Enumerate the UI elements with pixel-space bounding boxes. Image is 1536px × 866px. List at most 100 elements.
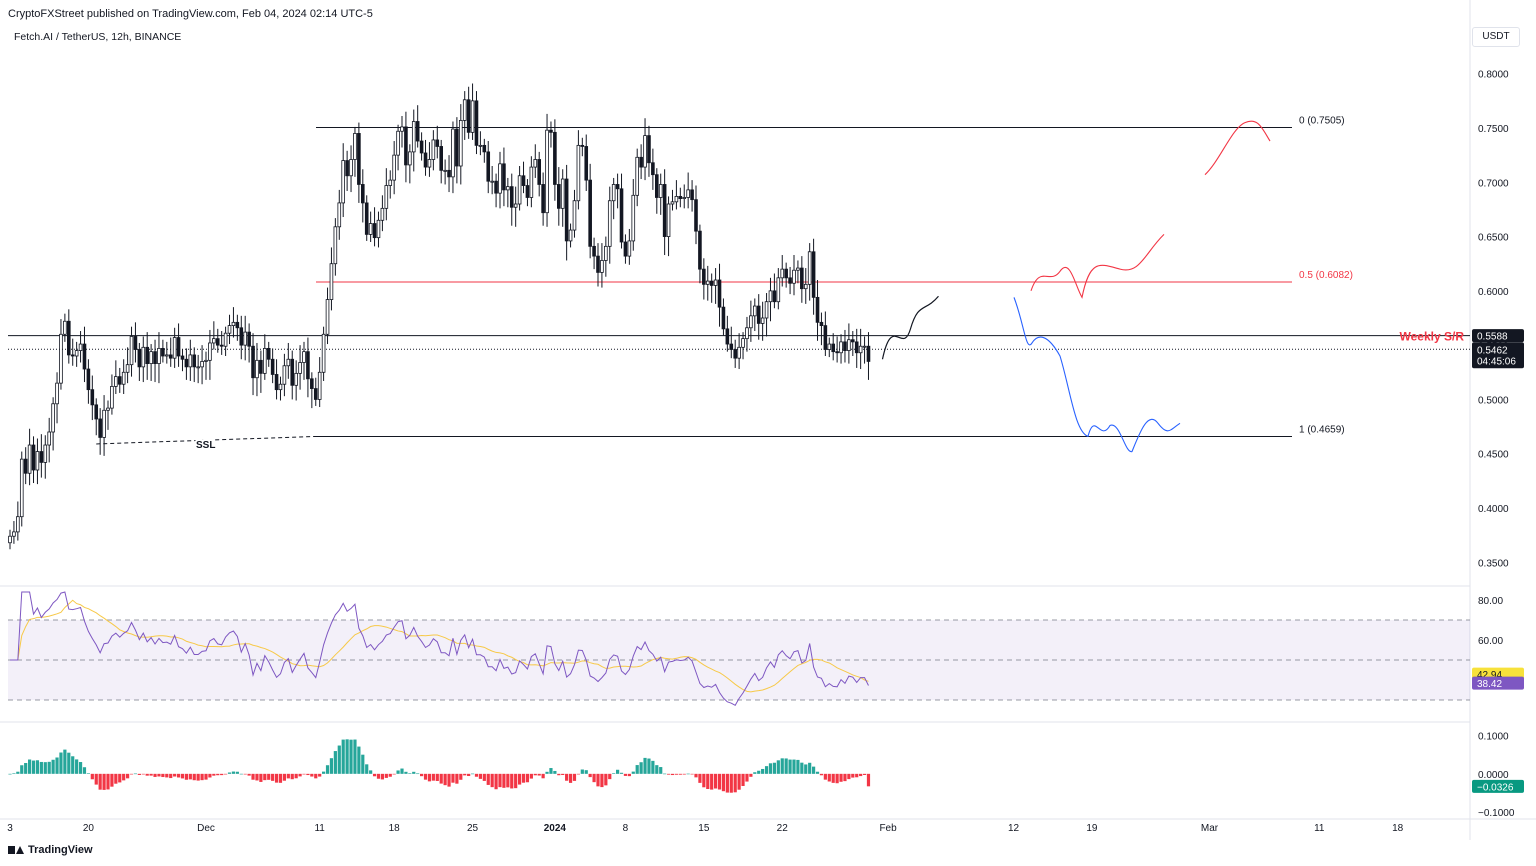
- ssl-line: [96, 435, 317, 445]
- candle-body: [513, 203, 518, 208]
- candle-body: [588, 179, 592, 247]
- candle-body: [631, 194, 636, 242]
- candle-body: [310, 378, 314, 389]
- symbol-title[interactable]: Fetch.AI / TetherUS, 12h, BINANCE: [14, 31, 182, 43]
- candle-body: [580, 144, 585, 147]
- candle-body: [431, 139, 436, 160]
- candle-body: [231, 321, 236, 327]
- histogram-bar: [682, 773, 686, 775]
- candle-body: [741, 338, 745, 348]
- candle-body: [306, 351, 310, 380]
- hist-tick-label: −0.1000: [1478, 808, 1515, 819]
- time-tick-label: 3: [7, 823, 13, 834]
- ssl-label: SSL: [196, 440, 215, 451]
- histogram-pane: [8, 739, 871, 793]
- histogram-bar: [549, 768, 553, 774]
- candle-body: [157, 347, 161, 364]
- candle-body: [729, 343, 734, 350]
- candle-body: [168, 354, 173, 359]
- candle-body: [678, 195, 683, 199]
- histogram-bar: [110, 773, 114, 787]
- candle-body: [145, 346, 150, 365]
- histogram-bar: [796, 759, 800, 774]
- price-tick-label: 0.6000: [1478, 287, 1509, 298]
- histogram-bar: [333, 751, 337, 774]
- histogram-bar: [192, 773, 196, 781]
- candle-body: [509, 186, 514, 208]
- histogram-bar: [274, 773, 279, 783]
- candle-body: [482, 144, 487, 153]
- histogram-bar: [678, 773, 682, 775]
- histogram-bar: [251, 773, 255, 780]
- path-red-mid: [1030, 234, 1165, 299]
- histogram-bar: [525, 773, 530, 783]
- tradingview-logo[interactable]: TradingView: [8, 844, 93, 856]
- candle-body: [635, 156, 639, 196]
- candle-body: [172, 337, 177, 359]
- histogram-bar: [63, 749, 67, 774]
- candle-body: [851, 339, 855, 343]
- histogram-bar: [635, 765, 639, 774]
- histogram-bar: [392, 773, 396, 775]
- histogram-bar: [47, 761, 51, 774]
- histogram-bar: [541, 773, 545, 779]
- candle-body: [121, 371, 126, 385]
- histogram-bar: [655, 765, 659, 774]
- candle-body: [705, 280, 710, 285]
- candle-body: [643, 135, 647, 168]
- histogram-bar: [188, 773, 192, 780]
- histogram-bar: [224, 773, 228, 775]
- candle-body: [353, 133, 357, 160]
- currency-button[interactable]: USDT: [1472, 27, 1520, 47]
- histogram-bar: [314, 773, 318, 779]
- histogram-bar: [439, 773, 443, 784]
- histogram-bar: [184, 773, 188, 780]
- histogram-bar: [372, 773, 377, 777]
- histogram-bar: [302, 773, 306, 775]
- candle-body: [458, 120, 463, 167]
- histogram-bar: [455, 773, 459, 784]
- histogram-bar: [596, 773, 600, 787]
- candle-body: [435, 139, 440, 147]
- histogram-bar: [819, 773, 824, 776]
- histogram-bar: [404, 771, 408, 774]
- candle-body: [129, 336, 134, 366]
- histogram-bar: [31, 760, 36, 774]
- candle-body: [647, 135, 651, 164]
- histogram-bar: [459, 773, 463, 780]
- histogram-bar: [749, 773, 753, 777]
- histogram-bar: [572, 773, 577, 781]
- histogram-bar: [318, 773, 322, 777]
- candle-body: [78, 343, 83, 351]
- candle-body: [117, 376, 122, 385]
- fib-levels: 0 (0.7505) 0.5 (0.6082) 1 (0.4659) Weekly S…: [8, 115, 1470, 453]
- histogram-bar: [349, 739, 353, 774]
- histogram-bar: [616, 769, 620, 774]
- candle-body: [39, 451, 44, 463]
- rsi-tick-label: 80.00: [1478, 596, 1503, 607]
- candle-body: [721, 306, 726, 330]
- price-axis[interactable]: 0.80000.75000.70000.65000.60000.55000.50…: [1478, 70, 1515, 819]
- histogram-bar: [263, 773, 267, 781]
- weekly-sr-label: Weekly S/R: [1400, 330, 1465, 344]
- time-tick-label: 15: [698, 823, 710, 834]
- histogram-bar: [690, 773, 694, 775]
- histogram-bar: [565, 773, 569, 781]
- histogram-bar: [384, 773, 388, 778]
- histogram-bar: [812, 766, 816, 774]
- candle-body: [521, 175, 526, 186]
- candle-body: [188, 354, 193, 368]
- candle-body: [674, 195, 679, 203]
- time-axis[interactable]: 3 20 Dec 11 18 25 2024 8 15 22 Feb 12 19 Mar 11 18: [7, 823, 1403, 834]
- fib-level-label: 0.5 (0.6082): [1299, 270, 1353, 281]
- histogram-bar: [698, 773, 702, 783]
- candle-body: [274, 374, 279, 391]
- histogram-bar: [59, 752, 63, 774]
- candle-body: [247, 331, 251, 347]
- candle-body: [360, 184, 365, 204]
- histogram-bar: [94, 773, 98, 785]
- candle-body: [23, 458, 28, 474]
- histogram-bar: [568, 773, 573, 783]
